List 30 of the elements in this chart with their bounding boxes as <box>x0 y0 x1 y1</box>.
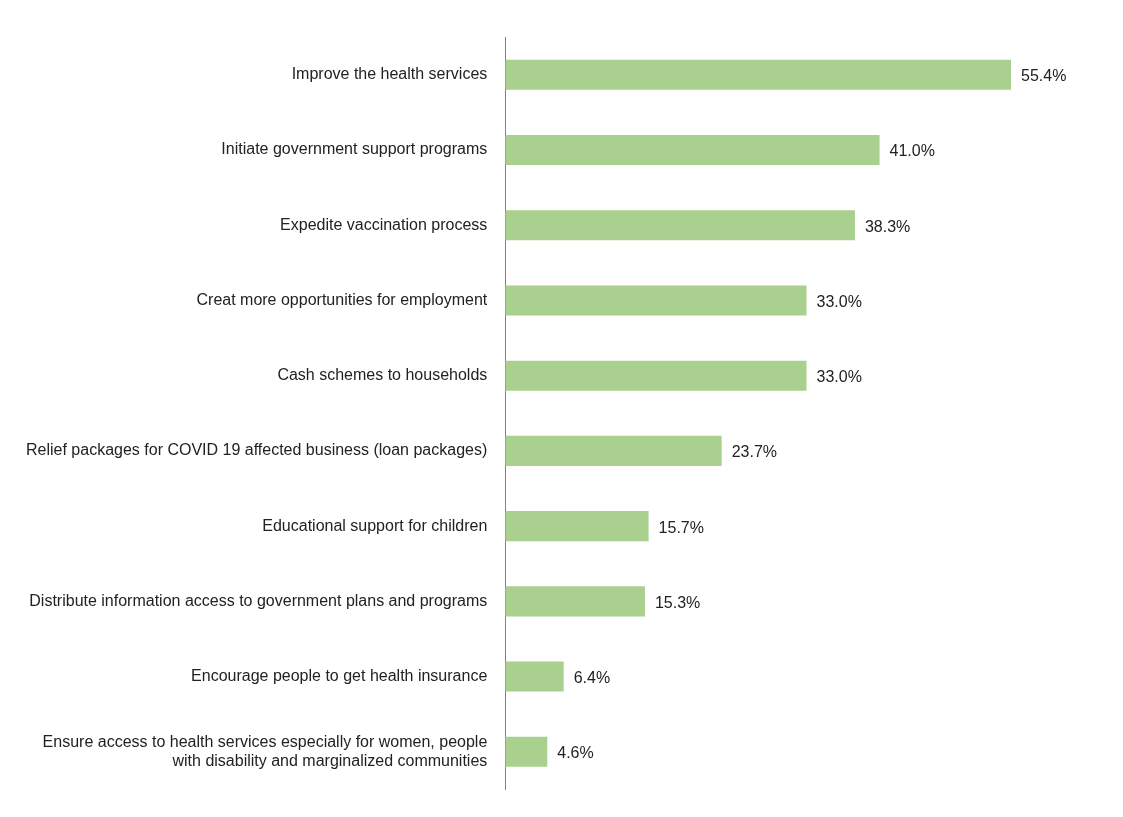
bar <box>505 134 880 166</box>
data-label: 6.4% <box>573 668 611 686</box>
bar <box>505 210 855 241</box>
bar <box>505 661 564 692</box>
bar <box>505 736 548 767</box>
data-label: 41.0% <box>889 142 935 160</box>
y-tick-label: Expedite vaccination process <box>280 215 488 233</box>
y-tick-label: Initiate government support programs <box>221 140 488 158</box>
data-label: 38.3% <box>864 217 911 235</box>
y-tick-label: Encourage people to get health insurance <box>191 666 488 684</box>
y-tick-label: Educational support for children <box>262 516 488 534</box>
bar <box>505 435 722 466</box>
bar <box>505 59 1012 90</box>
data-label: 23.7% <box>731 443 778 461</box>
y-tick-label: Ensure access to health services especially for women, people with disability and marginalized communities <box>42 732 488 769</box>
y-tick-label: Cash schemes to households <box>277 366 488 384</box>
bar <box>505 285 807 316</box>
data-label: 4.6% <box>557 744 594 762</box>
bar <box>505 511 649 542</box>
bar <box>505 586 645 617</box>
y-tick-label: Distribute information access to government plans and programs <box>29 591 488 609</box>
data-label: 33.0% <box>816 368 862 386</box>
bar <box>505 360 807 391</box>
data-label: 55.4% <box>1021 67 1067 85</box>
y-tick-label: Relief packages for COVID 19 affected business (loan packages) <box>25 441 488 459</box>
y-tick-label: Creat more opportunities for employment <box>196 290 488 308</box>
data-label: 33.0% <box>816 292 862 310</box>
data-label: 15.7% <box>658 518 704 536</box>
data-label: 15.3% <box>654 593 701 611</box>
y-tick-label: Improve the health services <box>291 65 488 83</box>
